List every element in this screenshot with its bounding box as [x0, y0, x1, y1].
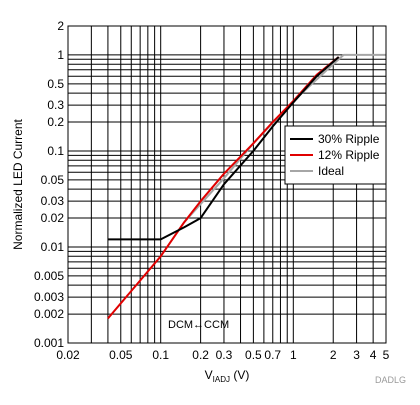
y-tick-label: 2 [57, 19, 64, 33]
y-tick-label: 0.05 [41, 173, 65, 187]
y-tick-label: 0.02 [41, 211, 65, 225]
x-axis-title-sub: IADJ [213, 375, 230, 384]
series-line-12-ripple [107, 56, 340, 320]
y-tick-label: 0.005 [34, 269, 64, 283]
x-tick-label: 0.1 [152, 348, 169, 362]
x-tick-labels: 0.02 0.05 0.1 0.2 0.3 0.5 0.7 1 2 3 4 5 [56, 348, 389, 362]
x-tick-label: 0.05 [109, 348, 133, 362]
y-tick-label: 0.01 [41, 240, 65, 254]
y-axis-title: Normalized LED Current [11, 118, 25, 249]
legend-label: 12% Ripple [318, 148, 380, 162]
legend-label: 30% Ripple [318, 132, 380, 146]
x-axis-title-unit: (V) [230, 368, 249, 382]
x-axis-title: VIADJ (V) [205, 368, 250, 384]
y-tick-label: 0.3 [47, 98, 64, 112]
x-tick-label: 0.2 [192, 348, 209, 362]
legend-label: Ideal [318, 164, 344, 178]
x-tick-label: 1 [290, 348, 297, 362]
y-tick-label: 0.2 [47, 115, 64, 129]
y-tick-label: 0.002 [34, 307, 64, 321]
y-tick-label: 0.003 [34, 290, 64, 304]
x-axis-title-main: V [205, 368, 213, 382]
x-tick-label: 5 [383, 348, 390, 362]
y-tick-label: 0.1 [47, 144, 64, 158]
x-tick-label: 2 [330, 348, 337, 362]
y-tick-label: 0.001 [34, 336, 64, 350]
y-tick-label: 0.03 [41, 194, 65, 208]
x-tick-label: 0.7 [264, 348, 281, 362]
legend: 30% Ripple 12% Ripple Ideal [284, 125, 387, 185]
dcm-ccm-annotation: DCM↔CCM [168, 319, 229, 331]
x-tick-label: 3 [353, 348, 360, 362]
x-tick-label: 0.3 [216, 348, 233, 362]
x-tick-label: 0.02 [56, 348, 80, 362]
x-tick-label: 0.5 [245, 348, 262, 362]
y-tick-label: 1 [57, 48, 64, 62]
series-line-30-ripple [107, 56, 340, 241]
series-layer [107, 53, 386, 320]
x-tick-label: 4 [370, 348, 377, 362]
figure-credit: DADLG [375, 375, 406, 385]
y-tick-labels: 0.001 0.002 0.003 0.005 0.01 0.02 0.03 0.05 0.1 0… [34, 19, 64, 350]
y-tick-label: 0.5 [47, 77, 64, 91]
